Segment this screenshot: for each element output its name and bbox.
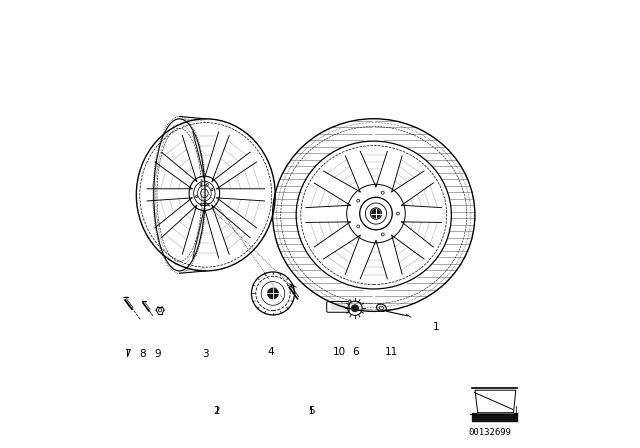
Text: 3: 3 [202, 349, 209, 359]
Text: 11: 11 [385, 347, 398, 357]
Text: 10: 10 [333, 347, 346, 357]
Bar [472, 414, 517, 421]
Text: 4: 4 [268, 347, 274, 357]
Text: 00132699: 00132699 [468, 428, 512, 437]
Text: 1: 1 [433, 322, 440, 332]
Ellipse shape [371, 209, 381, 219]
Text: 5: 5 [308, 406, 314, 416]
Ellipse shape [352, 305, 358, 311]
Text: 2: 2 [214, 406, 220, 416]
Text: 8: 8 [140, 349, 147, 359]
Text: 6: 6 [353, 347, 359, 357]
Ellipse shape [267, 288, 279, 299]
Text: 9: 9 [154, 349, 161, 359]
Text: 7: 7 [124, 349, 131, 359]
Polygon shape [475, 390, 516, 413]
